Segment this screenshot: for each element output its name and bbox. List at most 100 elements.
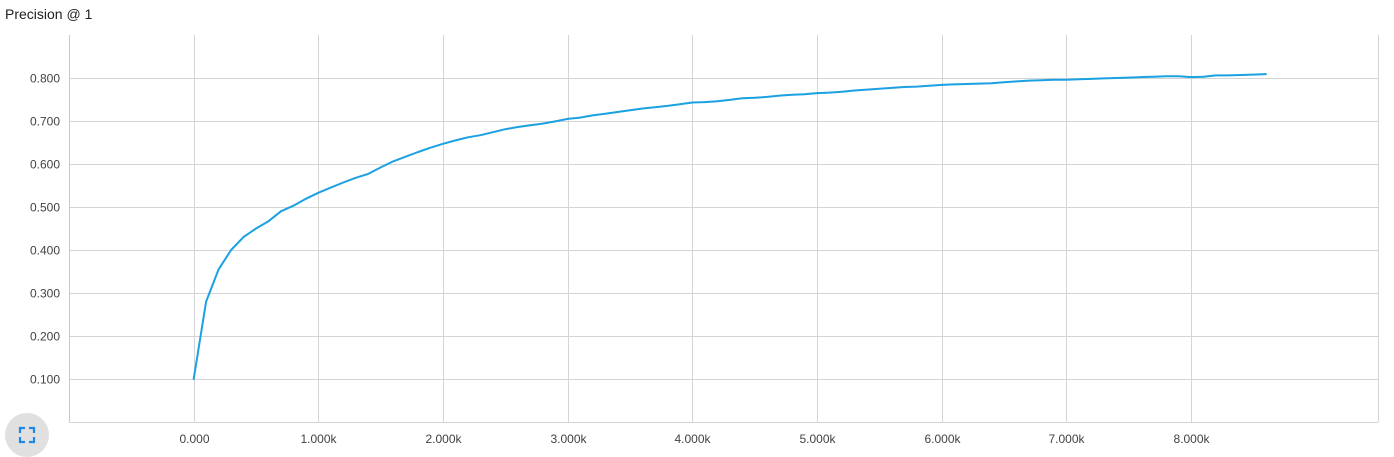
y-tick-label: 0.300: [30, 287, 60, 301]
series-layer: [192, 73, 1267, 380]
data-point: [1028, 79, 1030, 82]
data-point: [704, 101, 706, 103]
data-point: [1165, 75, 1167, 78]
data-point: [1102, 77, 1105, 80]
data-point: [1040, 79, 1043, 81]
data-point: [629, 109, 631, 112]
data-point: [467, 136, 469, 139]
data-point: [965, 83, 968, 85]
data-point: [878, 88, 881, 90]
y-tick-label: 0.100: [30, 373, 60, 387]
data-point: [541, 122, 544, 125]
data-point: [230, 249, 232, 251]
data-point: [1227, 74, 1230, 77]
data-point: [641, 107, 644, 110]
data-point: [342, 181, 345, 184]
data-point: [417, 151, 419, 153]
y-tick-label: 0.200: [30, 330, 60, 344]
data-point: [1127, 76, 1130, 79]
fullscreen-button[interactable]: [5, 413, 49, 457]
data-point: [866, 88, 868, 91]
data-point: [566, 118, 569, 120]
data-point: [691, 101, 694, 104]
x-tick-label: 4.000k: [674, 432, 711, 446]
data-point: [728, 99, 731, 101]
axis-frame: [69, 35, 1379, 423]
data-point: [317, 192, 320, 194]
data-point: [205, 300, 207, 303]
data-point: [903, 86, 906, 88]
data-point: [1215, 74, 1217, 77]
data-point: [1177, 75, 1180, 78]
data-point: [1015, 80, 1018, 83]
y-gridlines: [69, 78, 1378, 380]
data-point: [1140, 76, 1142, 78]
y-tick-label: 0.400: [30, 244, 60, 258]
data-point: [816, 92, 818, 94]
data-point: [1003, 81, 1005, 84]
x-tick-label: 7.000k: [1048, 432, 1085, 446]
data-point: [940, 84, 943, 86]
data-point: [492, 131, 494, 133]
chart-title: Precision @ 1: [5, 6, 93, 22]
data-point: [367, 173, 370, 175]
data-point: [990, 82, 993, 84]
data-point: [841, 91, 843, 93]
x-tick-label: 1.000k: [300, 432, 337, 446]
x-tick-label: 0.000: [179, 432, 209, 446]
x-axis-tick-labels: 0.000 1.000k 2.000k 3.000k 4.000k 5.000k 6.000…: [179, 432, 1210, 446]
y-tick-label: 0.800: [30, 72, 60, 86]
data-point: [915, 85, 918, 88]
data-point: [1065, 78, 1068, 81]
data-point: [579, 116, 581, 119]
data-point: [853, 89, 856, 92]
data-point: [280, 210, 282, 213]
data-point: [504, 128, 507, 130]
data-point: [1053, 78, 1055, 81]
x-tick-label: 6.000k: [924, 432, 961, 446]
data-point: [978, 82, 980, 85]
data-point: [803, 93, 806, 96]
data-point: [479, 134, 482, 136]
data-point: [1202, 75, 1205, 78]
data-point: [654, 106, 656, 108]
data-point: [666, 105, 669, 107]
data-point: [330, 186, 332, 189]
data-point: [292, 204, 295, 207]
data-point: [1090, 78, 1093, 80]
data-point: [242, 236, 245, 238]
data-point: [255, 227, 257, 230]
data-point: [517, 126, 519, 128]
data-point: [753, 97, 756, 99]
fullscreen-icon: [18, 426, 36, 444]
y-axis-tick-labels: 0.100 0.200 0.300 0.400 0.500 0.600 0.700 0.800: [30, 72, 60, 387]
data-point: [741, 97, 743, 99]
x-gridlines: [194, 35, 1192, 422]
data-point: [354, 177, 357, 179]
data-point: [1115, 77, 1117, 79]
data-point: [267, 220, 270, 222]
data-point: [554, 120, 556, 123]
x-tick-label: 2.000k: [425, 432, 462, 446]
data-point: [1152, 75, 1155, 78]
x-tick-label: 5.000k: [799, 432, 836, 446]
data-point: [928, 84, 930, 87]
data-point: [1078, 78, 1080, 81]
data-point: [766, 96, 768, 98]
data-point: [392, 160, 394, 163]
data-point: [604, 112, 606, 115]
data-point: [217, 268, 220, 271]
data-point: [1190, 76, 1192, 78]
data-point: [1252, 73, 1255, 76]
data-point: [891, 87, 893, 89]
data-point: [616, 111, 619, 113]
data-point: [529, 124, 532, 127]
data-point: [953, 83, 955, 86]
data-point: [404, 155, 407, 158]
data-point: [679, 103, 681, 105]
y-tick-label: 0.700: [30, 115, 60, 129]
data-point: [454, 139, 457, 142]
data-point: [591, 114, 594, 117]
